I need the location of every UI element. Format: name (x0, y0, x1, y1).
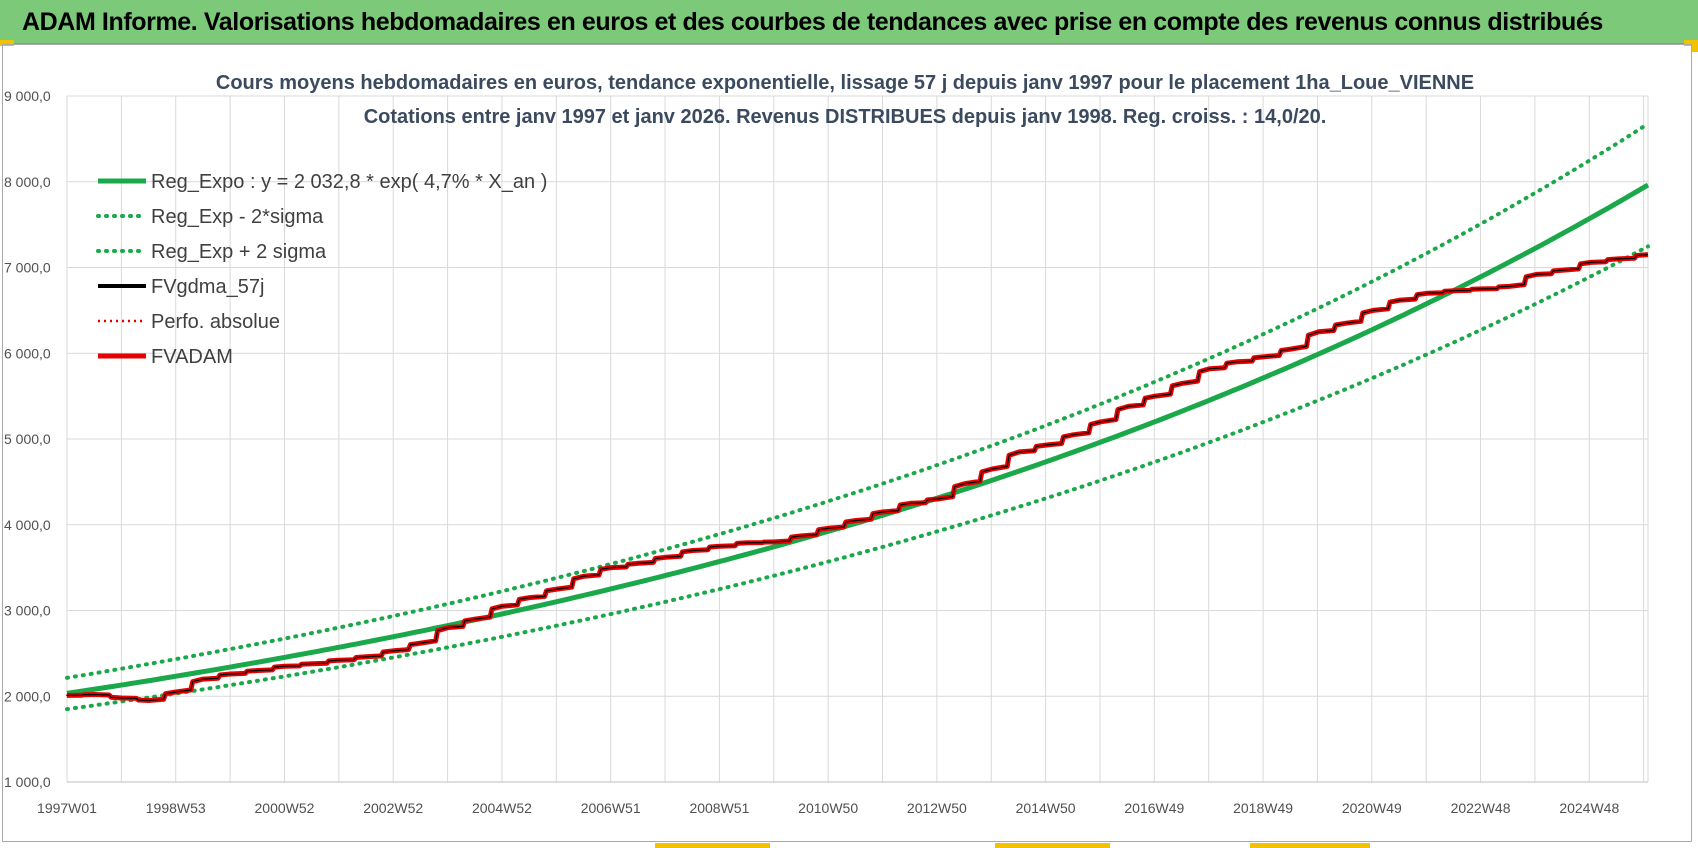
chart-title: Cours moyens hebdomadaires en euros, ten… (216, 72, 1474, 94)
bottom-mark-1 (655, 843, 770, 848)
legend-trend-label: Reg_Expo : y = 2 032,8 * exp( 4,7% * X_a… (151, 171, 547, 193)
y-tick-label: 8 000,0 (4, 174, 51, 190)
x-tick-label: 2010W50 (798, 800, 858, 816)
y-tick-label: 1 000,0 (4, 774, 51, 790)
y-tick-label: 3 000,0 (4, 603, 51, 619)
y-tick-label: 6 000,0 (4, 345, 51, 361)
y-tick-label: 9 000,0 (4, 88, 51, 104)
series-fvgdma (66, 254, 1649, 702)
x-tick-label: 2012W50 (907, 800, 967, 816)
y-tick-label: 2 000,0 (4, 688, 51, 704)
bottom-mark-3 (1250, 843, 1370, 848)
legend: Reg_Expo : y = 2 032,8 * exp( 4,7% * X_a… (96, 171, 547, 368)
x-tick-label: 2004W52 (472, 800, 532, 816)
x-tick-label: 2024W48 (1559, 800, 1619, 816)
x-tick-label: 2022W48 (1451, 800, 1511, 816)
y-axis: 1 000,0 2 000,0 3 000,0 4 000,0 5 000,0 6 000… (4, 88, 51, 790)
grid (66, 95, 1649, 783)
corner-mark-right (1684, 40, 1698, 46)
legend-fvgdma-label: FVgdma_57j (151, 276, 264, 298)
legend-band-upper-label: Reg_Exp + 2 sigma (151, 241, 327, 263)
corner-mark-right-side (1692, 40, 1698, 52)
report-header: ADAM Informe. Valorisations hebdomadaire… (0, 0, 1698, 44)
series-band-upper (65, 121, 1650, 680)
x-tick-label: 2000W52 (255, 800, 315, 816)
corner-mark-left (0, 40, 14, 46)
x-tick-label: 2020W49 (1342, 800, 1402, 816)
x-tick-label: 2006W51 (581, 800, 641, 816)
y-tick-label: 4 000,0 (4, 517, 51, 533)
x-tick-label: 2018W49 (1233, 800, 1293, 816)
series-band-lower (65, 244, 1650, 712)
legend-perfo-label: Perfo. absolue (151, 311, 280, 333)
y-tick-label: 5 000,0 (4, 431, 51, 447)
x-tick-label: 2008W51 (689, 800, 749, 816)
x-tick-label: 2014W50 (1016, 800, 1076, 816)
chart-frame (2, 44, 1692, 842)
report-title: ADAM Informe. Valorisations hebdomadaire… (22, 8, 1603, 36)
x-axis: 1997W01 1998W53 2000W52 2002W52 2004W52 2006W… (37, 800, 1619, 816)
y-tick-label: 7 000,0 (4, 260, 51, 276)
x-tick-label: 2016W49 (1124, 800, 1184, 816)
chart-subtitle: Cotations entre janv 1997 et janv 2026. … (364, 106, 1327, 128)
legend-band-lower-label: Reg_Exp - 2*sigma (151, 206, 324, 228)
legend-fvadam-label: FVADAM (151, 346, 233, 368)
x-tick-label: 2002W52 (363, 800, 423, 816)
bottom-mark-2 (995, 843, 1110, 848)
x-tick-label: 1998W53 (146, 800, 206, 816)
series-layer (65, 121, 1650, 712)
x-tick-label: 1997W01 (37, 800, 97, 816)
